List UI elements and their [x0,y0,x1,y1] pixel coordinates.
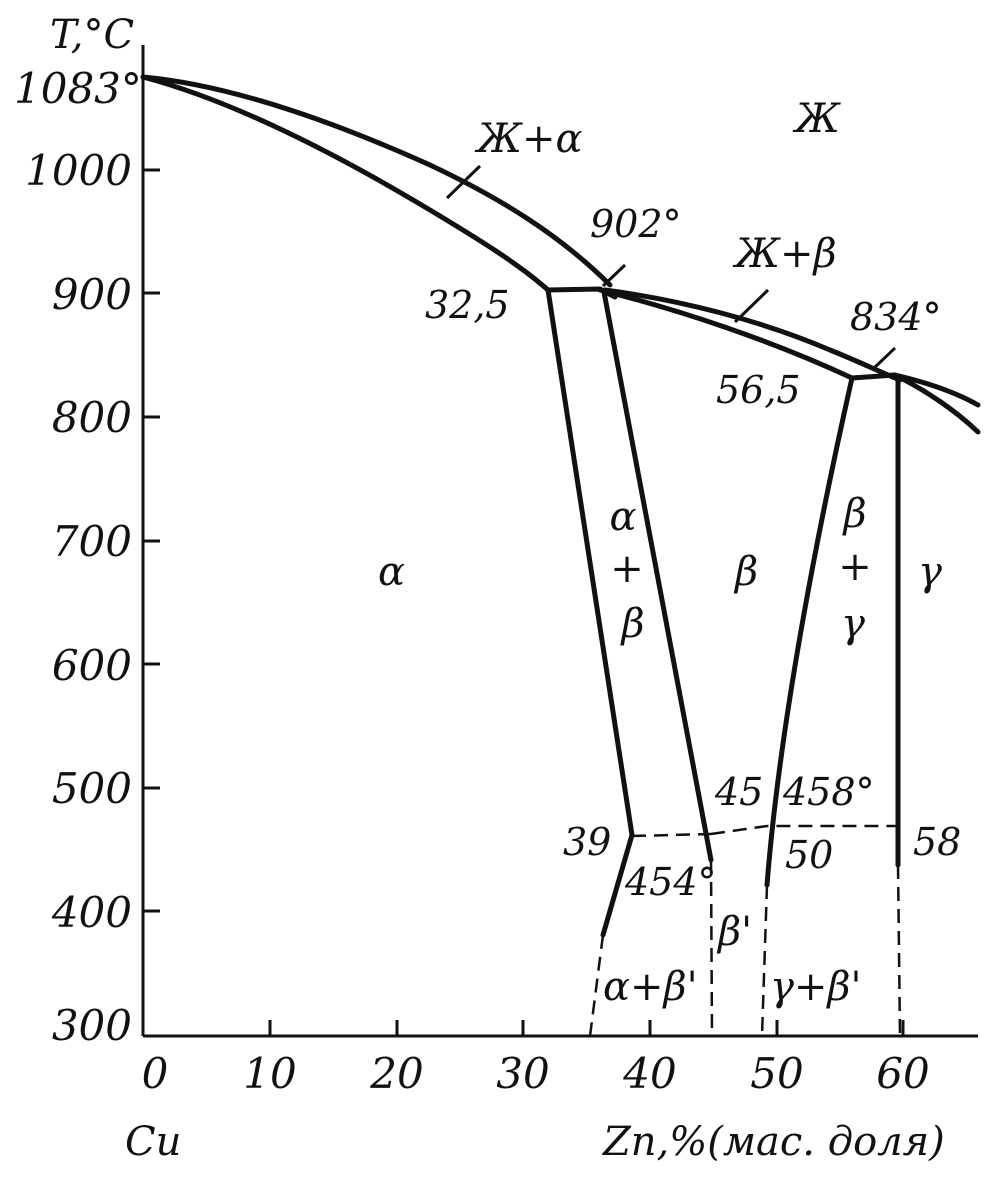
region-beta-gamma-plus: + [838,544,872,590]
label-834: 834° [850,295,942,339]
leader-834 [872,346,897,370]
label-58: 58 [913,820,961,864]
ordering-line-458 [710,824,898,836]
alpha-betaprime-boundary [588,934,605,1037]
alpha-solvus-low [600,832,635,938]
label-39: 39 [563,820,611,864]
y-tick-label: 700 [52,517,132,566]
label-50: 50 [785,833,833,877]
x-tick-label: 10 [243,1049,296,1098]
y-tick-label: 1000 [25,146,132,195]
ordering-line-454 [631,832,712,838]
liquidus-alpha [140,74,613,288]
liquidus-beta [602,287,903,383]
betaprime-right-boundary [760,884,769,1037]
y-ticks [143,168,160,913]
label-32-5: 32,5 [425,283,510,327]
alpha-solvus [545,287,635,838]
label-454: 454° [624,860,717,904]
betaprime-left-boundary [709,859,714,1037]
x-tick-label: 30 [496,1049,549,1098]
beta-right-solvus [764,375,855,888]
solidus-beta [597,287,855,381]
y-tick-label: 900 [52,270,132,319]
dashed-lines [588,824,902,1037]
x-tick-label: 40 [622,1049,676,1098]
region-alpha-betaprime: α+β' [603,964,698,1010]
leader-liquid-beta [733,288,770,324]
region-liquid-beta: Ж+β [732,231,837,277]
region-beta-gamma-a: β [841,491,866,537]
y-tick-label: 800 [52,393,132,442]
region-liquid: Ж [792,96,841,142]
phase-boundaries [140,74,981,938]
label-45: 45 [714,770,763,814]
y-axis-title: T,°C [50,12,134,58]
label-902: 902° [590,202,682,246]
label-56-5: 56,5 [716,368,801,412]
axes-frame [141,45,978,1038]
x-axis-title: Zn,%(мас. доля) [601,1119,945,1165]
x-tick-label: 0 [142,1049,169,1098]
y-tick-label: 600 [52,641,132,690]
region-beta: β [733,549,758,595]
x-tick-labels: 0 10 20 30 40 50 60 Cu Zn,%(мас. доля) [125,1049,945,1165]
peritectic-line-834 [849,372,898,381]
x-tick-label: 50 [750,1049,803,1098]
leader-902 [601,263,627,288]
region-gamma-betaprime: γ+β' [770,964,862,1010]
y-tick-label: 300 [52,1001,132,1050]
x-tick-label: 20 [369,1049,423,1098]
y-tick-label: 500 [52,764,132,813]
y-top-label: 1083° [14,64,142,113]
region-labels: Ж Ж+α Ж+β α α + β β β + γ γ α+β' β' γ+β' [378,96,942,1010]
region-gamma: γ [918,549,942,595]
region-alpha-beta-a: α [609,494,636,540]
x-tick-label: 60 [876,1049,929,1098]
beta-left-solvus [601,289,714,863]
region-alpha: α [378,549,405,595]
region-alpha-beta-b: β [619,601,644,647]
leader-lines [445,164,897,370]
region-alpha-beta-plus: + [610,546,644,592]
y-tick-labels: T,°C 1083° 1000 900 800 700 600 500 400 … [14,12,142,1050]
point-labels: 902° 32,5 834° 56,5 39 454° 45 458° 50 5… [425,202,961,904]
gamma-low-boundary [896,864,902,1037]
region-betaprime: β' [716,909,752,955]
solidus-alpha [140,74,551,293]
leader-liquid-alpha [445,164,482,200]
region-beta-gamma-b: γ [841,601,865,647]
region-liquid-alpha: Ж+α [474,116,582,162]
y-tick-label: 400 [51,888,132,937]
x-left-label: Cu [125,1119,181,1165]
label-458: 458° [782,770,875,814]
x-ticks [268,1020,905,1036]
liquidus-gamma-lower [892,372,981,435]
